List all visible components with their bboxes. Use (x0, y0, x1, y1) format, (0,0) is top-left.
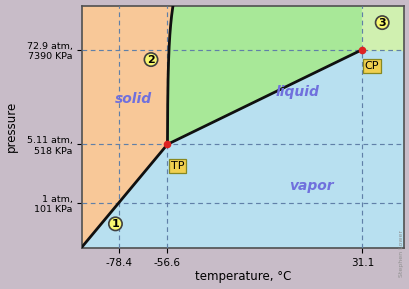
Text: vapor: vapor (288, 179, 333, 193)
X-axis label: temperature, °C: temperature, °C (195, 271, 291, 284)
Polygon shape (362, 5, 403, 49)
Text: 3: 3 (378, 18, 385, 28)
Text: liquid: liquid (275, 85, 319, 99)
Text: CP: CP (364, 61, 378, 71)
Text: 2: 2 (147, 55, 155, 64)
Y-axis label: pressure: pressure (4, 101, 18, 152)
Polygon shape (167, 5, 362, 144)
Text: Stephen Lower: Stephen Lower (398, 230, 403, 277)
Polygon shape (82, 5, 173, 248)
Text: TP: TP (171, 161, 184, 171)
Text: solid: solid (115, 92, 151, 106)
Text: 1: 1 (111, 219, 119, 229)
